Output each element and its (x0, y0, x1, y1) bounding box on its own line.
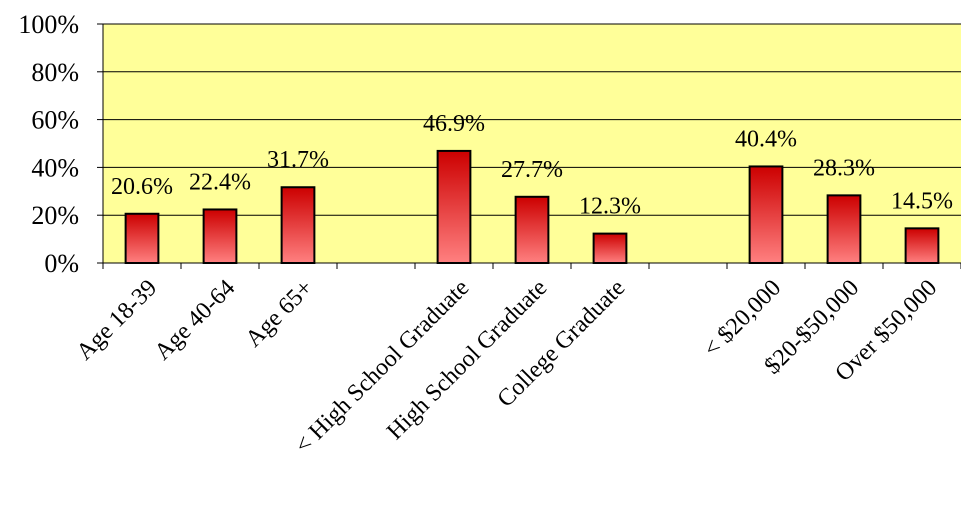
bar (826, 194, 862, 265)
bar (904, 227, 940, 264)
data-label: 27.7% (501, 157, 563, 183)
y-tick-label: 20% (31, 201, 79, 230)
x-category-label: Age 40-64 (150, 275, 240, 365)
data-label: 31.7% (267, 147, 329, 173)
y-tick-label: 60% (31, 106, 79, 135)
x-category-label: Age 65+ (241, 275, 318, 352)
data-label: 20.6% (111, 174, 173, 200)
bar (124, 212, 160, 265)
y-tick-label: 80% (31, 58, 79, 87)
bar (748, 165, 784, 264)
bar (436, 149, 472, 264)
y-tick-label: 0% (44, 249, 79, 278)
data-label: 28.3% (813, 155, 875, 181)
data-label: 40.4% (735, 126, 797, 152)
bar (592, 232, 628, 264)
data-label: 12.3% (579, 194, 641, 220)
bar (514, 195, 550, 264)
y-tick-label: 40% (31, 153, 79, 182)
bar (202, 208, 238, 265)
bar (280, 186, 316, 264)
data-label: 46.9% (423, 111, 485, 137)
x-category-label: Age 18-39 (72, 275, 162, 365)
data-label: 14.5% (891, 188, 953, 214)
y-tick-label: 100% (18, 10, 79, 39)
data-label: 22.4% (189, 169, 251, 195)
